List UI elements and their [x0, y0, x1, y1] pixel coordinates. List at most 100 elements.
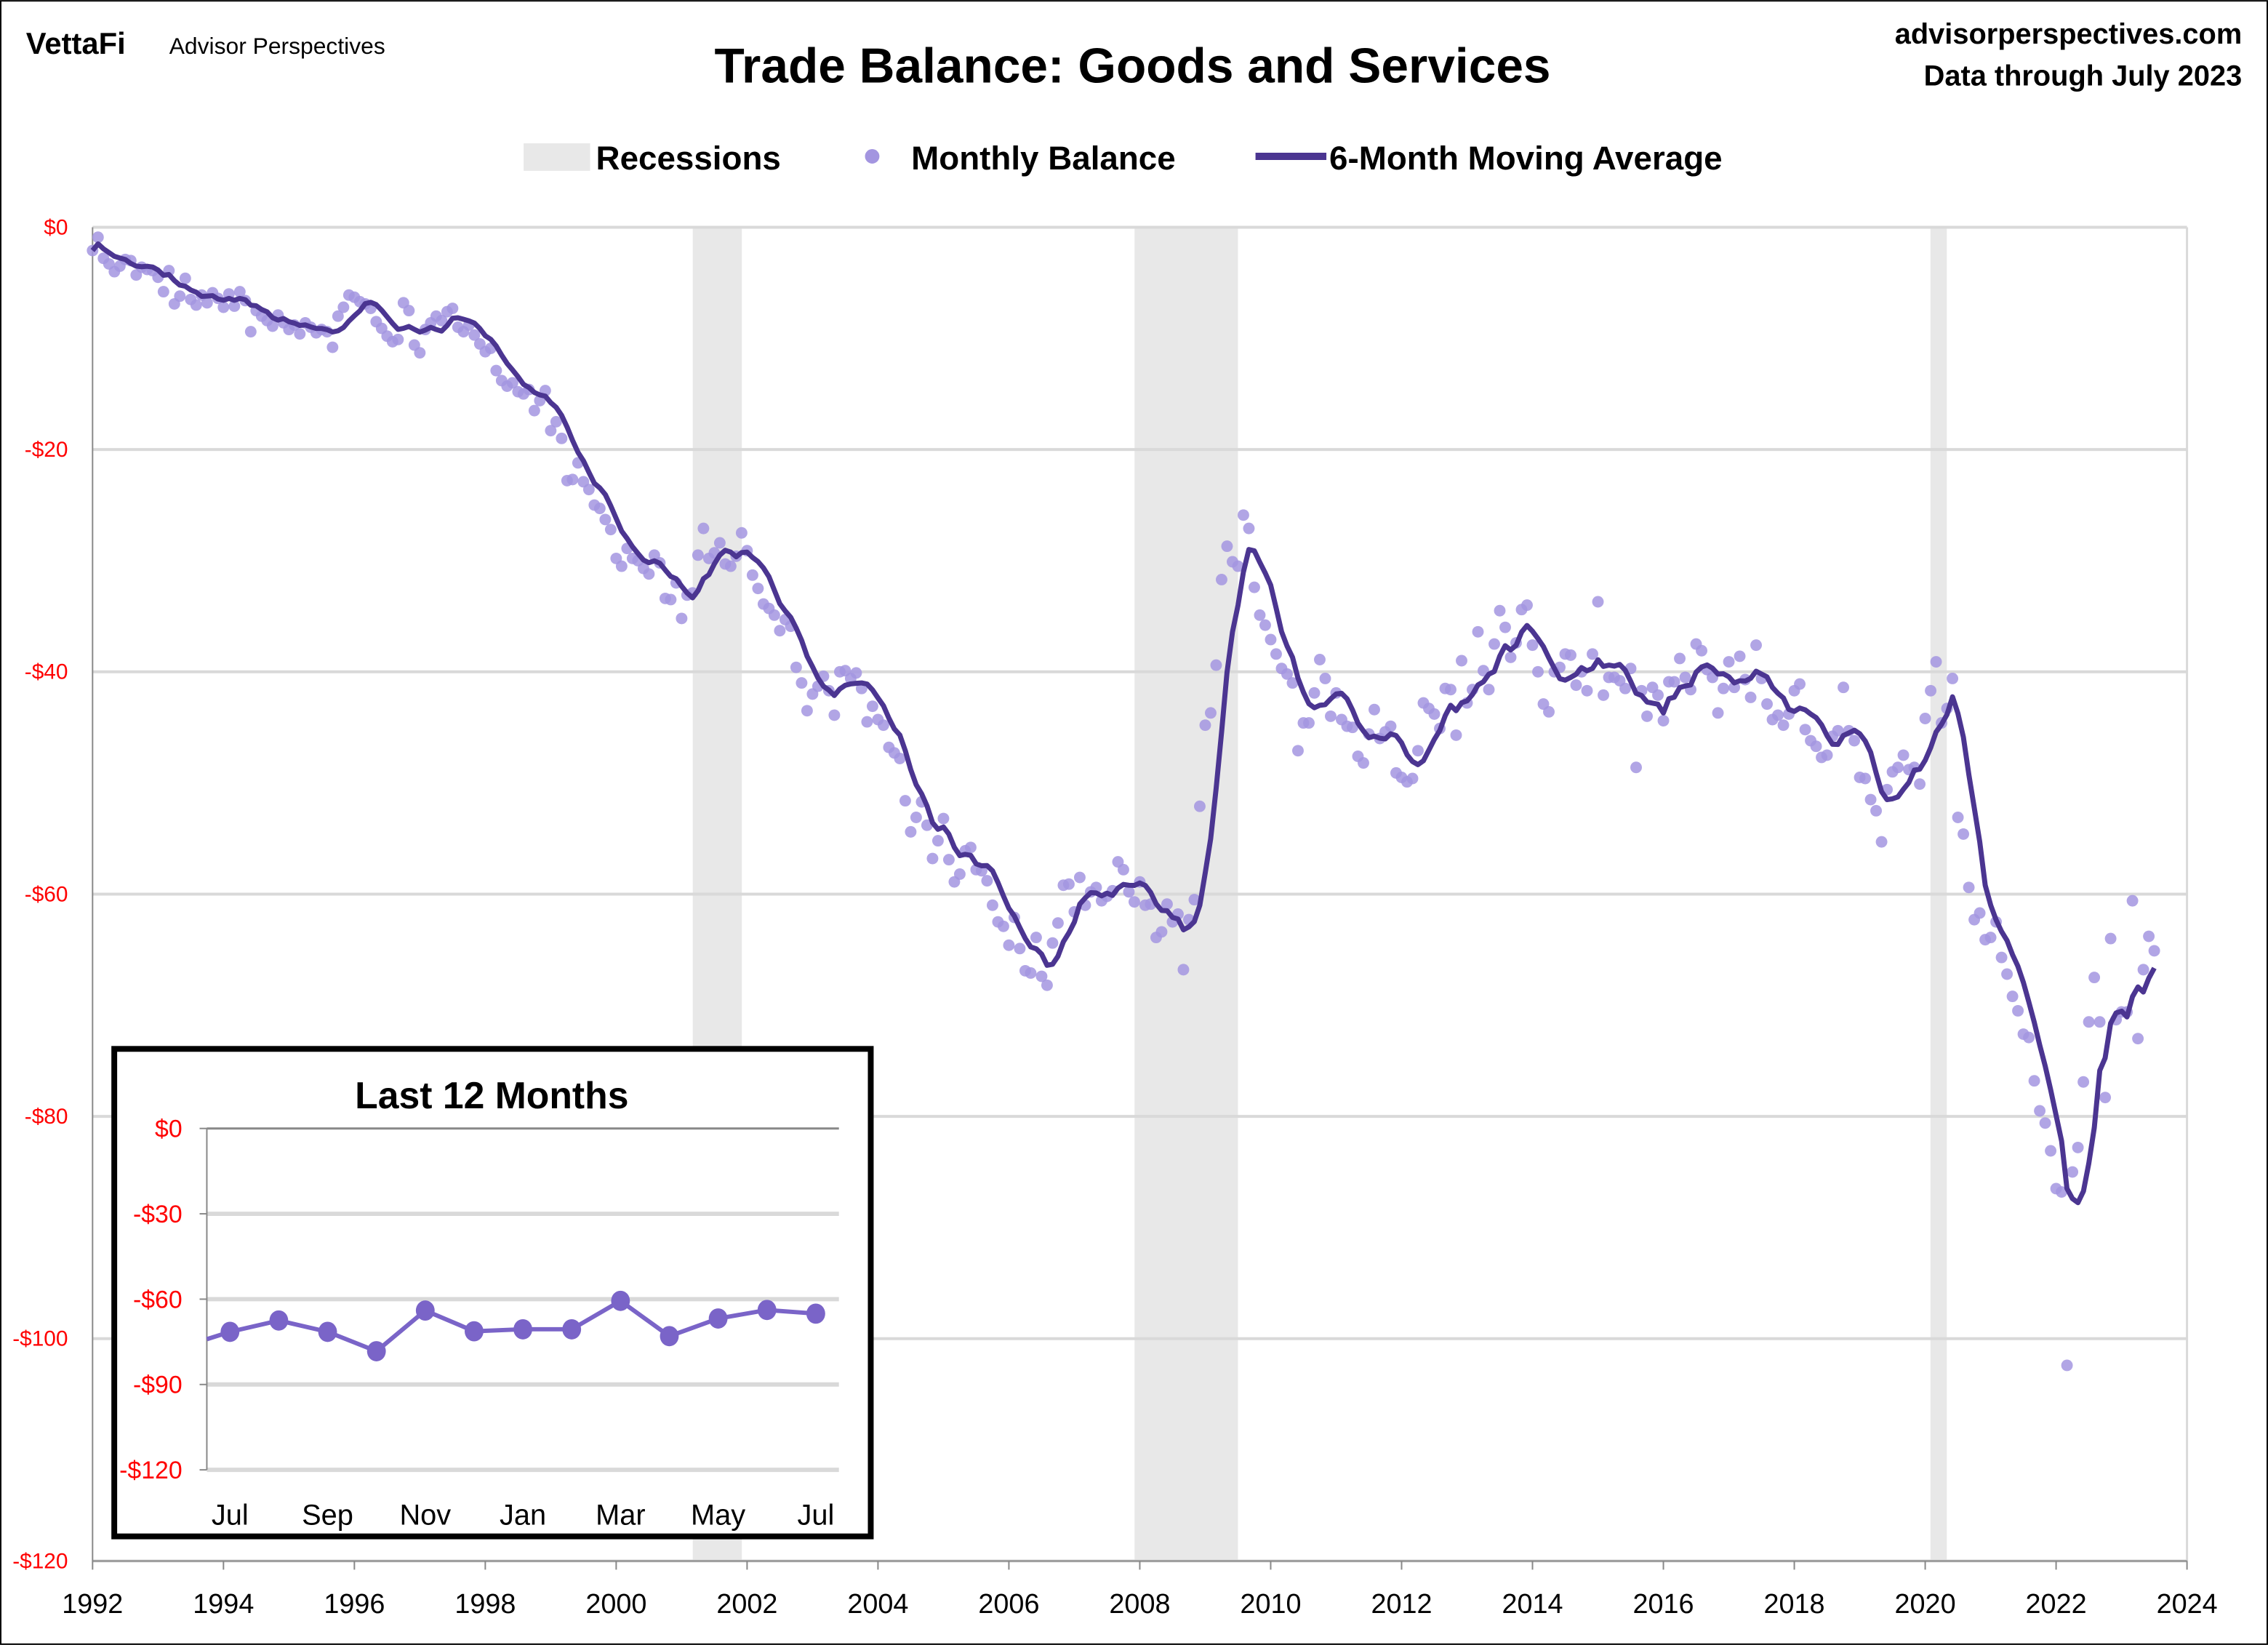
monthly-balance-point — [1177, 964, 1190, 976]
inset-x-tick-label: May — [691, 1500, 745, 1532]
monthly-balance-point — [157, 286, 169, 298]
monthly-balance-point — [1864, 793, 1877, 806]
monthly-balance-point — [937, 812, 950, 825]
monthly-balance-point — [1570, 679, 1582, 692]
monthly-balance-point — [2028, 1075, 2040, 1087]
monthly-balance-point — [1003, 939, 1015, 951]
inset-point — [269, 1310, 289, 1331]
monthly-balance-point — [190, 299, 202, 311]
legend-moving-average: 6-Month Moving Average — [1329, 140, 1723, 177]
monthly-balance-point — [1194, 800, 1206, 812]
monthly-balance-point — [1428, 708, 1440, 720]
monthly-balance-point — [1504, 651, 1517, 663]
monthly-balance-point — [1232, 560, 1244, 572]
inset-x-tick-label: Nov — [399, 1500, 451, 1532]
monthly-balance-point — [1587, 648, 1598, 660]
brand-subtitle: Advisor Perspectives — [169, 33, 385, 59]
monthly-balance-point — [266, 320, 279, 332]
monthly-balance-point — [1794, 678, 1806, 690]
monthly-balance-point — [2126, 894, 2139, 907]
monthly-balance-point — [1205, 707, 1217, 719]
monthly-balance-point — [905, 825, 917, 838]
inset-point — [415, 1300, 435, 1321]
monthly-balance-point — [1777, 719, 1790, 732]
inset-point — [562, 1318, 582, 1340]
monthly-balance-point — [1958, 828, 1970, 840]
monthly-balance-point — [1848, 735, 1861, 747]
x-tick-label: 2022 — [2026, 1589, 2087, 1620]
monthly-balance-point — [1030, 932, 1042, 944]
monthly-balance-point — [1238, 509, 1249, 521]
monthly-balance-point — [953, 868, 966, 880]
monthly-balance-point — [1325, 710, 1337, 722]
x-tick-label: 2012 — [1371, 1589, 1432, 1620]
monthly-balance-point — [446, 303, 459, 314]
monthly-balance-point — [1543, 705, 1555, 718]
inset-x-tick-label: Jan — [500, 1500, 546, 1532]
inset-title: Last 12 Months — [355, 1074, 628, 1116]
monthly-balance-point — [179, 272, 191, 284]
monthly-balance-point — [201, 297, 213, 309]
monthly-balance-point — [1128, 896, 1140, 908]
monthly-balance-point — [986, 899, 998, 911]
y-tick-label: -$80 — [25, 1105, 68, 1129]
legend-monthly-balance: Monthly Balance — [911, 140, 1176, 177]
monthly-balance-point — [1521, 599, 1533, 612]
x-tick-label: 2020 — [1895, 1589, 1956, 1620]
monthly-balance-point — [1155, 926, 1168, 938]
legend-recession-swatch — [524, 143, 590, 171]
monthly-balance-point — [2137, 964, 2149, 976]
chart-title: Trade Balance: Goods and Services — [714, 39, 1550, 94]
monthly-balance-point — [2072, 1141, 2084, 1153]
monthly-balance-point — [1265, 633, 1277, 646]
monthly-balance-point — [228, 300, 241, 312]
monthly-balance-point — [582, 484, 595, 496]
monthly-balance-point — [599, 513, 612, 526]
monthly-balance-point — [528, 404, 540, 417]
x-tick-label: 1994 — [193, 1589, 254, 1620]
inset-point — [220, 1321, 240, 1342]
monthly-balance-point — [1919, 713, 1931, 724]
monthly-balance-point — [746, 569, 758, 581]
monthly-balance-point — [1161, 898, 1173, 910]
monthly-balance-point — [1592, 596, 1604, 608]
monthly-balance-point — [1073, 871, 1086, 884]
monthly-balance-point — [774, 625, 786, 637]
x-tick-label: 2018 — [1764, 1589, 1825, 1620]
monthly-balance-point — [1123, 886, 1135, 898]
monthly-balance-point — [1870, 804, 1883, 817]
monthly-balance-point — [1450, 729, 1462, 741]
monthly-balance-point — [337, 301, 350, 313]
moving-average-line — [90, 241, 2157, 1206]
monthly-balance-point — [1314, 654, 1326, 665]
monthly-balance-point — [1292, 745, 1304, 757]
monthly-balance-point — [850, 667, 862, 679]
monthly-balance-point — [1221, 540, 1233, 553]
monthly-balance-point — [1286, 677, 1299, 689]
monthly-balance-point — [2023, 1031, 2035, 1044]
x-tick-label: 1992 — [62, 1589, 123, 1620]
inset-y-tick-label: -$60 — [133, 1286, 183, 1313]
monthly-balance-point — [1259, 619, 1271, 631]
legend: Recessions Monthly Balance 6-Month Movin… — [524, 140, 1723, 177]
monthly-balance-point — [1117, 863, 1129, 876]
monthly-balance-point — [1925, 684, 1937, 697]
monthly-balance-point — [2132, 1033, 2144, 1045]
monthly-balance-point — [2056, 1186, 2068, 1198]
monthly-balance-point — [790, 661, 802, 673]
monthly-balance-point — [403, 305, 415, 317]
brand-logo: VettaFi — [26, 26, 126, 60]
monthly-balance-point — [2067, 1166, 2079, 1178]
monthly-balance-point — [1565, 649, 1576, 661]
monthly-balance-point — [1859, 772, 1872, 785]
monthly-balance-point — [2088, 972, 2101, 984]
monthly-balance-point — [1581, 684, 1593, 697]
monthly-balance-point — [1025, 967, 1037, 979]
monthly-balance-point — [1668, 676, 1680, 688]
monthly-balance-point — [1696, 644, 1707, 657]
monthly-balance-point — [735, 527, 748, 539]
monthly-balance-point — [1712, 707, 1724, 719]
monthly-balance-point — [2099, 1092, 2112, 1104]
monthly-balance-point — [1750, 639, 1763, 652]
monthly-balance-point — [724, 560, 737, 572]
